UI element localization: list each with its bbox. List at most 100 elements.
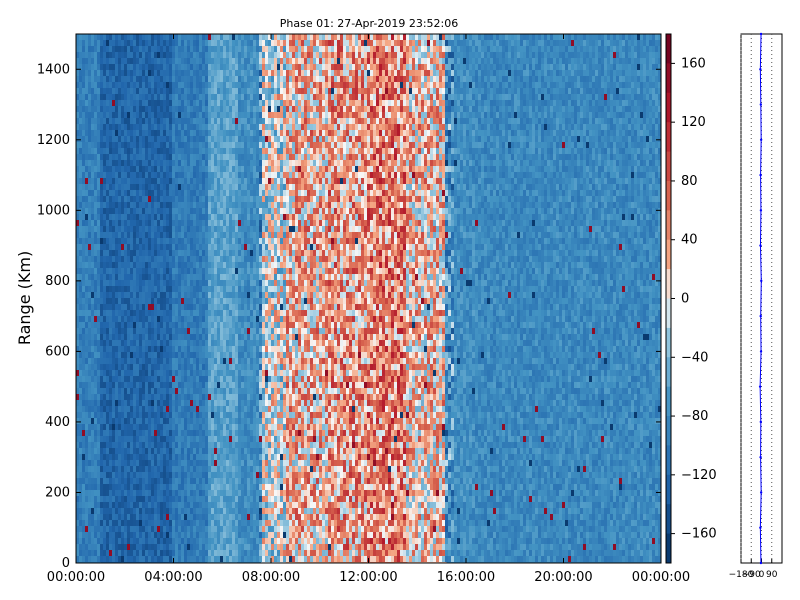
heatmap-cell <box>223 454 226 460</box>
heatmap-cell <box>154 166 157 172</box>
heatmap-cell <box>160 226 163 232</box>
heatmap-cell <box>136 196 139 202</box>
heatmap-cell <box>157 214 160 220</box>
heatmap-cell <box>142 502 145 508</box>
heatmap-cell <box>121 472 124 478</box>
heatmap-cell <box>85 46 88 52</box>
heatmap-cell <box>184 400 187 406</box>
heatmap-cell <box>139 268 142 274</box>
heatmap-cell <box>115 268 118 274</box>
heatmap-cell <box>154 340 157 346</box>
heatmap-cell <box>115 436 118 442</box>
heatmap-cell <box>130 388 133 394</box>
heatmap-cell <box>127 178 130 184</box>
heatmap-cell <box>109 178 112 184</box>
heatmap-cell <box>94 274 97 280</box>
heatmap-cell <box>79 418 82 424</box>
heatmap-cell <box>163 388 166 394</box>
heatmap-cell <box>139 508 142 514</box>
heatmap-cell <box>169 262 172 268</box>
heatmap-cell <box>91 220 94 226</box>
heatmap-cell <box>157 106 160 112</box>
heatmap-cell <box>241 232 244 238</box>
heatmap-cell <box>169 220 172 226</box>
heatmap-cell <box>169 124 172 130</box>
heatmap-cell <box>193 388 196 394</box>
heatmap-cell <box>163 136 166 142</box>
heatmap-cell <box>172 148 175 154</box>
heatmap-cell <box>175 304 178 310</box>
heatmap-cell <box>112 472 115 478</box>
heatmap-cell <box>235 64 238 70</box>
heatmap-cell <box>82 364 85 370</box>
heatmap-cell <box>175 262 178 268</box>
heatmap-cell <box>142 364 145 370</box>
heatmap-cell <box>100 556 103 562</box>
heatmap-cell <box>85 544 88 550</box>
heatmap-cell <box>181 346 184 352</box>
heatmap-cell <box>169 334 172 340</box>
heatmap-cell <box>88 316 91 322</box>
heatmap-cell <box>136 286 139 292</box>
heatmap-cell <box>181 184 184 190</box>
heatmap-cell <box>91 130 94 136</box>
heatmap-cell <box>106 382 109 388</box>
heatmap-cell <box>244 106 247 112</box>
heatmap-cell <box>238 358 241 364</box>
heatmap-cell <box>211 232 214 238</box>
heatmap-cell <box>175 238 178 244</box>
heatmap-cell <box>145 484 148 490</box>
heatmap-cell <box>199 358 202 364</box>
heatmap-cell <box>187 394 190 400</box>
heatmap-cell <box>82 496 85 502</box>
heatmap-cell <box>223 358 226 364</box>
heatmap-cell <box>82 58 85 64</box>
heatmap-cell <box>139 382 142 388</box>
heatmap-cell <box>196 316 199 322</box>
heatmap-cell <box>181 40 184 46</box>
heatmap-cell <box>226 268 229 274</box>
heatmap-cell <box>223 556 226 562</box>
heatmap-cell <box>172 466 175 472</box>
heatmap-cell <box>166 154 169 160</box>
heatmap-cell <box>121 460 124 466</box>
heatmap-cell <box>136 514 139 520</box>
heatmap-cell <box>103 154 106 160</box>
heatmap-cell <box>232 448 235 454</box>
heatmap-cell <box>241 82 244 88</box>
heatmap-cell <box>139 448 142 454</box>
heatmap-cell <box>106 130 109 136</box>
heatmap-cell <box>118 478 121 484</box>
heatmap-cell <box>154 160 157 166</box>
heatmap-cell <box>136 142 139 148</box>
heatmap-cell <box>127 280 130 286</box>
heatmap-cell <box>187 238 190 244</box>
heatmap-cell <box>118 400 121 406</box>
heatmap-cell <box>112 532 115 538</box>
heatmap-cell <box>199 328 202 334</box>
heatmap-cell <box>190 112 193 118</box>
heatmap-cell <box>205 556 208 562</box>
heatmap-cell <box>142 46 145 52</box>
heatmap-cell <box>169 82 172 88</box>
heatmap-cell <box>217 412 220 418</box>
heatmap-cell <box>229 466 232 472</box>
heatmap-cell <box>118 358 121 364</box>
heatmap-cell <box>187 556 190 562</box>
heatmap-cell <box>244 178 247 184</box>
heatmap-cell <box>196 46 199 52</box>
heatmap-cell <box>124 280 127 286</box>
heatmap-cell <box>112 304 115 310</box>
heatmap-cell <box>145 322 148 328</box>
heatmap-cell <box>79 130 82 136</box>
heatmap-cell <box>241 136 244 142</box>
heatmap-cell <box>145 208 148 214</box>
heatmap-cell <box>238 190 241 196</box>
heatmap-cell <box>94 52 97 58</box>
heatmap-cell <box>178 112 181 118</box>
heatmap-cell <box>82 484 85 490</box>
heatmap-cell <box>154 358 157 364</box>
heatmap-cell <box>208 502 211 508</box>
heatmap-cell <box>217 292 220 298</box>
heatmap-cell <box>172 196 175 202</box>
